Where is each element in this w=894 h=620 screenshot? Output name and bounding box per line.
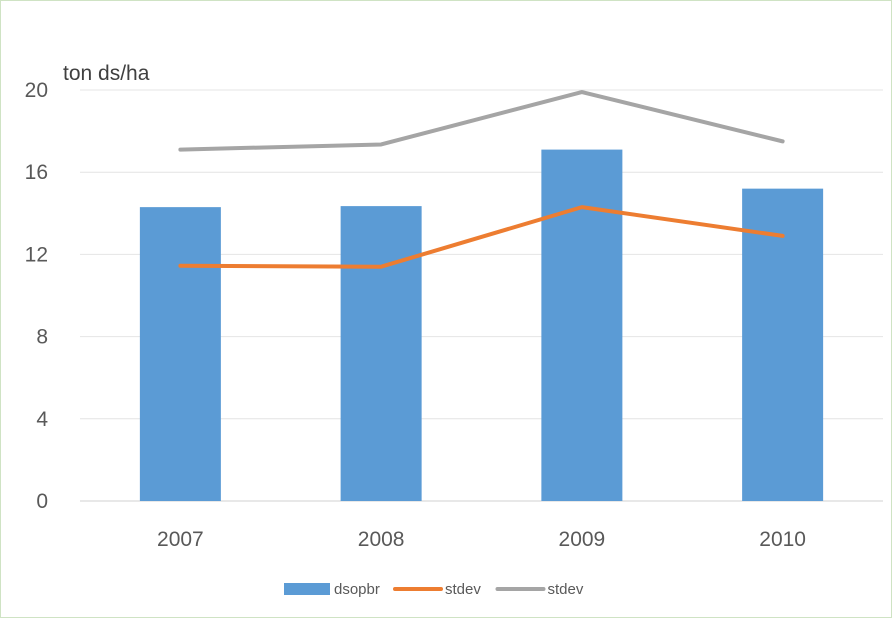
- y-axis-unit-label: ton ds/ha: [63, 62, 150, 85]
- bar-series: [139, 149, 824, 502]
- bar-dsopbr-2009: [541, 149, 623, 501]
- bar-dsopbr-2008: [340, 206, 422, 502]
- bar-dsopbr-2010: [742, 188, 824, 501]
- y-tick-label: 0: [36, 490, 48, 513]
- legend-swatch-dsopbr: [284, 583, 330, 595]
- y-tick-label: 20: [25, 79, 48, 102]
- y-tick-label: 4: [36, 408, 48, 431]
- legend: dsopbr stdev stdev: [284, 581, 584, 598]
- y-tick-label: 8: [36, 326, 48, 349]
- line-series-stdev-1: [178, 205, 785, 269]
- line-series-stdev-2: [178, 90, 785, 152]
- x-tick-label: 2007: [157, 528, 204, 551]
- legend-label-stdev: stdev: [445, 581, 481, 598]
- y-axis-ticks: 0 4 8 12 16 20: [25, 79, 49, 513]
- y-tick-label: 16: [25, 161, 48, 184]
- x-tick-label: 2009: [559, 528, 606, 551]
- y-tick-label: 12: [25, 243, 48, 266]
- line-series: [178, 90, 785, 269]
- legend-label-dsopbr: dsopbr: [334, 581, 380, 598]
- x-tick-label: 2010: [759, 528, 806, 551]
- legend-label-stdev: stdev: [548, 581, 584, 598]
- x-tick-label: 2008: [358, 528, 405, 551]
- x-axis-ticks: 2007 2008 2009 2010: [157, 528, 806, 551]
- bar-dsopbr-2007: [139, 207, 221, 501]
